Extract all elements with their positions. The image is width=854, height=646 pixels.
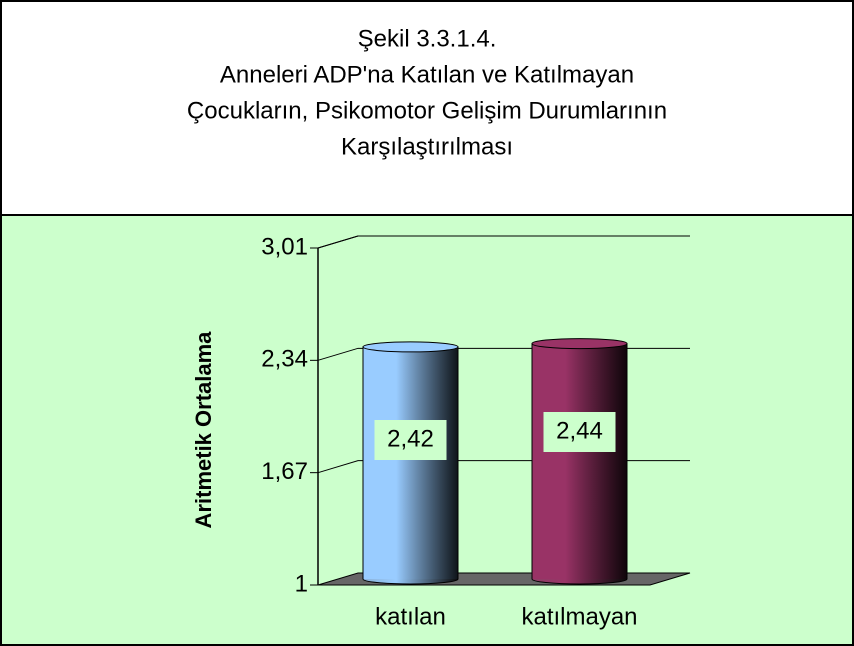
y-axis-label: Aritmetik Ortalama [191, 331, 216, 529]
chart-title: Çocukların, Psikomotor Gelişim Durumları… [187, 97, 667, 124]
value-label: 2,44 [556, 417, 603, 444]
y-tick-label: 1 [295, 570, 308, 597]
bar [531, 343, 628, 585]
y-tick-label: 3,01 [261, 233, 308, 260]
value-label-box [374, 420, 447, 460]
y-tick-label: 2,34 [261, 346, 308, 373]
bar [362, 346, 459, 585]
value-label-box [543, 412, 616, 452]
chart-title: Karşılaştırılması [341, 133, 513, 160]
x-tick-label: katılmayan [521, 603, 637, 630]
bar-top [362, 341, 459, 353]
x-tick-label: katılan [375, 603, 446, 630]
value-label: 2,42 [387, 425, 434, 452]
chart-title: Şekil 3.3.1.4. [358, 25, 497, 52]
chart-title: Anneleri ADP'na Katılan ve Katılmayan [220, 61, 634, 88]
grid-line [317, 235, 690, 249]
bar-top [531, 338, 628, 350]
y-tick-label: 1,67 [261, 458, 308, 485]
